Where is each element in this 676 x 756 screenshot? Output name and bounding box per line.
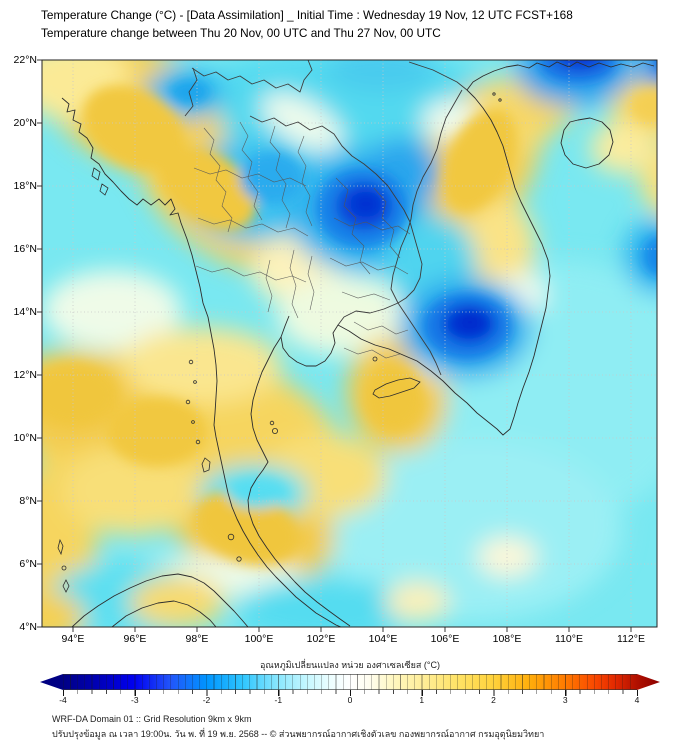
colorbar-tick-neg2: -2 xyxy=(202,695,211,705)
lat-label-4n: 4°N xyxy=(19,621,37,633)
lat-label-20n: 20°N xyxy=(13,117,37,129)
page-title: Temperature Change (°C) - [Data Assimila… xyxy=(41,8,573,22)
lon-label-98e: 98°E xyxy=(185,633,209,645)
lat-label-12n: 12°N xyxy=(13,369,37,381)
lat-label-8n: 8°N xyxy=(19,495,37,507)
islands xyxy=(57,92,502,593)
colorbar-tick-4: 4 xyxy=(634,695,640,705)
axis-ticks xyxy=(37,59,632,632)
colorbar-segments xyxy=(63,674,637,690)
lat-label-22n: 22°N xyxy=(13,54,37,66)
temperature-field-cores xyxy=(42,60,657,566)
colorbar-tick-neg3: -3 xyxy=(131,695,139,705)
lon-label-94e: 94°E xyxy=(61,633,85,645)
lon-label-106e: 106°E xyxy=(430,633,460,645)
lon-label-96e: 96°E xyxy=(123,633,147,645)
colorbar-tick-3: 3 xyxy=(562,695,568,705)
colorbar-tick-0: 0 xyxy=(347,695,353,705)
lat-label-16n: 16°N xyxy=(13,243,37,255)
footer-update-info: ปรับปรุงข้อมูล ณ เวลา 19:00น. วัน พ. ที่… xyxy=(52,729,545,739)
colorbar-tick-neg4: -4 xyxy=(59,695,67,705)
footer-domain-info: WRF-DA Domain 01 :: Grid Resolution 9km … xyxy=(52,714,252,724)
gridlines xyxy=(42,60,657,627)
lon-label-112e: 112°E xyxy=(617,633,645,645)
lat-label-10n: 10°N xyxy=(13,432,37,444)
lon-label-108e: 108°E xyxy=(492,633,522,645)
map-area xyxy=(37,59,658,632)
lat-label-6n: 6°N xyxy=(19,558,37,570)
tonle-sap-lake xyxy=(372,377,421,399)
lon-label-110e: 110°E xyxy=(555,633,583,645)
lat-label-14n: 14°N xyxy=(13,306,37,318)
colorbar-tick-neg1: -1 xyxy=(274,695,283,705)
lat-label-18n: 18°N xyxy=(13,180,37,192)
colorbar-tick-1: 1 xyxy=(419,695,425,705)
map-frame-border xyxy=(41,59,658,628)
colorbar-tick-2: 2 xyxy=(491,695,496,705)
province-borders xyxy=(193,121,411,359)
lon-label-104e: 104°E xyxy=(368,633,398,645)
colorbar-title: อุณหภูมิเปลี่ยนแปลง หน่วย องศาเซลเซียส (… xyxy=(260,660,440,670)
lon-label-102e: 102°E xyxy=(306,633,336,645)
lon-label-100e: 100°E xyxy=(244,633,274,645)
page-subtitle: Temperature change between Thu 20 Nov, 0… xyxy=(41,26,441,40)
colorbar-major-ticks xyxy=(63,690,638,696)
map-canvas xyxy=(37,59,658,632)
country-borders xyxy=(184,60,468,376)
coastlines xyxy=(61,61,655,627)
